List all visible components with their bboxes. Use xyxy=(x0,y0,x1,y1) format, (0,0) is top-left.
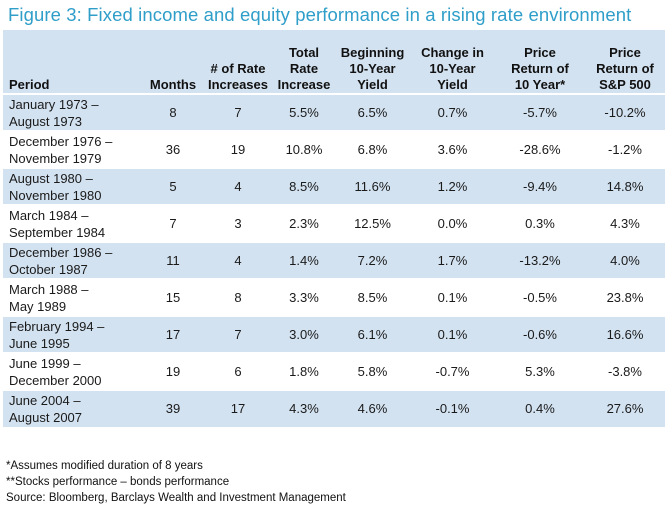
return-sp500-cell: -1.2% xyxy=(608,141,642,157)
total-increase-cell: 8.5% xyxy=(289,178,319,194)
table-row: December 1986 – October 1987 11 4 1.4% 7.… xyxy=(3,242,665,279)
change-yield-cell: 0.7% xyxy=(437,104,468,120)
increases-cell: 8 xyxy=(234,289,242,305)
column-header-beginning-yield: Beginning 10-Year Yield xyxy=(340,45,405,92)
return-sp500-cell: 14.8% xyxy=(606,178,644,194)
change-yield-cell: 3.6% xyxy=(437,141,468,157)
return-10yr-cell: 5.3% xyxy=(525,363,555,379)
return-10yr-cell: -9.4% xyxy=(523,178,557,194)
period-cell: December 1986 – October 1987 xyxy=(9,244,113,277)
months-cell: 19 xyxy=(165,363,181,379)
period-cell: June 1999 – December 2000 xyxy=(9,355,102,388)
beginning-yield-cell: 5.8% xyxy=(357,363,388,379)
column-header-change-yield: Change in 10-Year Yield xyxy=(421,45,484,92)
total-increase-cell: 1.4% xyxy=(289,252,319,268)
header-row: Period Months # of Rate Increases Total … xyxy=(3,30,665,94)
return-10yr-cell: 0.4% xyxy=(525,401,555,416)
beginning-yield-cell: 8.5% xyxy=(357,289,388,305)
beginning-yield-cell: 6.8% xyxy=(357,141,388,157)
beginning-yield-cell: 12.5% xyxy=(354,215,391,231)
return-sp500-cell: -10.2% xyxy=(604,104,646,120)
months-cell: 7 xyxy=(169,215,177,231)
table-row: June 1999 – December 2000 19 6 1.8% 5.8% … xyxy=(3,353,665,390)
return-sp500-cell: 4.3% xyxy=(610,215,640,231)
months-cell: 39 xyxy=(165,401,181,416)
total-increase-cell: 5.5% xyxy=(289,104,319,120)
change-yield-cell: 0.1% xyxy=(437,289,468,305)
total-increase-cell: 3.3% xyxy=(289,289,319,305)
beginning-yield-cell: 4.6% xyxy=(357,401,388,416)
return-10yr-cell: -0.6% xyxy=(523,326,557,342)
column-header-total-rate-increase: Total Rate Increase xyxy=(277,45,331,92)
increases-cell: 4 xyxy=(234,252,242,268)
beginning-yield-cell: 6.5% xyxy=(357,104,388,120)
period-cell: March 1984 – September 1984 xyxy=(9,207,106,240)
column-header-rate-increases: # of Rate Increases xyxy=(208,61,268,92)
period-cell: December 1976 – November 1979 xyxy=(9,133,113,166)
column-header-period: Period xyxy=(9,77,50,92)
return-10yr-cell: -5.7% xyxy=(523,104,557,120)
change-yield-cell: -0.1% xyxy=(435,401,470,416)
increases-cell: 7 xyxy=(234,104,242,120)
period-cell: February 1994 – June 1995 xyxy=(9,318,105,351)
months-cell: 8 xyxy=(169,104,177,120)
return-10yr-cell: -13.2% xyxy=(519,252,561,268)
change-yield-cell: 0.1% xyxy=(437,326,468,342)
total-increase-cell: 2.3% xyxy=(289,215,319,231)
column-header-return-10yr: Price Return of 10 Year* xyxy=(511,45,569,92)
return-sp500-cell: 23.8% xyxy=(606,289,644,305)
beginning-yield-cell: 7.2% xyxy=(357,252,388,268)
months-cell: 17 xyxy=(165,326,181,342)
table-row: March 1988 – May 1989 15 8 3.3% 8.5% 0.1%… xyxy=(3,279,665,316)
increases-cell: 4 xyxy=(234,178,242,194)
beginning-yield-cell: 11.6% xyxy=(354,178,391,194)
column-header-return-sp500: Price Return of S&P 500 xyxy=(596,45,654,92)
performance-table: Period Months # of Rate Increases Total … xyxy=(3,30,665,427)
footnote-duration: *Assumes modified duration of 8 years xyxy=(6,460,203,472)
change-yield-cell: -0.7% xyxy=(435,363,470,379)
increases-cell: 19 xyxy=(230,141,246,157)
return-sp500-cell: 4.0% xyxy=(610,252,640,268)
table-row: August 1980 – November 1980 5 4 8.5% 11.6… xyxy=(3,168,665,205)
source-note: Source: Bloomberg, Barclays Wealth and I… xyxy=(6,492,346,504)
return-sp500-cell: 27.6% xyxy=(606,401,644,416)
figure-title: Figure 3: Fixed income and equity perfor… xyxy=(8,4,632,25)
column-header-months: Months xyxy=(149,77,197,92)
footnotes: *Assumes modified duration of 8 years **… xyxy=(6,458,346,506)
months-cell: 36 xyxy=(165,141,181,157)
return-sp500-cell: -3.8% xyxy=(608,363,642,379)
return-sp500-cell: 16.6% xyxy=(606,326,644,342)
change-yield-cell: 1.2% xyxy=(437,178,468,194)
total-increase-cell: 4.3% xyxy=(289,401,319,416)
table-row: January 1973 – August 1973 8 7 5.5% 6.5% … xyxy=(3,94,665,131)
return-10yr-cell: -0.5% xyxy=(523,289,557,305)
table-row: December 1976 – November 1979 36 19 10.8%… xyxy=(3,131,665,168)
table-row: March 1984 – September 1984 7 3 2.3% 12.5… xyxy=(3,205,665,242)
total-increase-cell: 3.0% xyxy=(289,326,319,342)
increases-cell: 7 xyxy=(234,326,242,342)
period-cell: January 1973 – August 1973 xyxy=(9,96,99,129)
return-10yr-cell: 0.3% xyxy=(525,215,555,231)
period-cell: March 1988 – May 1989 xyxy=(9,281,89,314)
months-cell: 15 xyxy=(165,289,181,305)
table-row: June 2004 – August 2007 39 17 4.3% 4.6% -… xyxy=(3,390,665,427)
months-cell: 5 xyxy=(169,178,177,194)
return-10yr-cell: -28.6% xyxy=(519,141,561,157)
change-yield-cell: 1.7% xyxy=(437,252,468,268)
total-increase-cell: 1.8% xyxy=(289,363,319,379)
beginning-yield-cell: 6.1% xyxy=(357,326,388,342)
total-increase-cell: 10.8% xyxy=(285,141,323,157)
change-yield-cell: 0.0% xyxy=(437,215,468,231)
table-row: February 1994 – June 1995 17 7 3.0% 6.1% … xyxy=(3,316,665,353)
months-cell: 11 xyxy=(166,252,180,268)
period-cell: August 1980 – November 1980 xyxy=(9,170,102,203)
period-cell: June 2004 – August 2007 xyxy=(9,393,83,425)
increases-cell: 17 xyxy=(230,401,246,416)
increases-cell: 6 xyxy=(234,363,242,379)
increases-cell: 3 xyxy=(234,215,242,231)
footnote-stocks-bonds: **Stocks performance – bonds performance xyxy=(6,476,230,488)
